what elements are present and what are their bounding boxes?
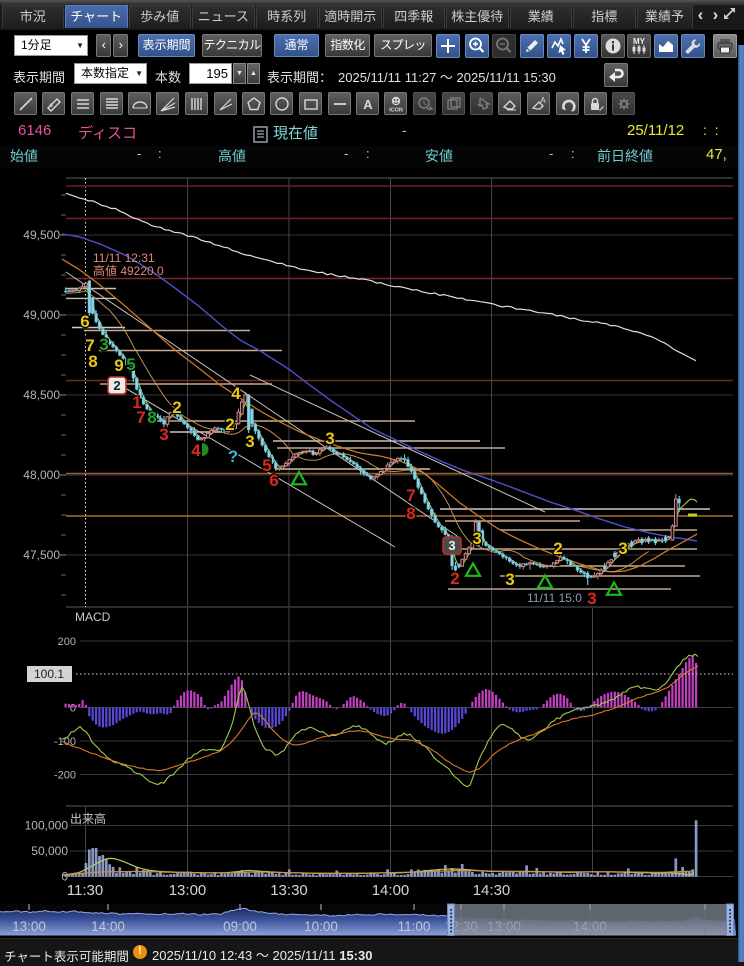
svg-text:13:00: 13:00 — [169, 882, 207, 899]
svg-text:8: 8 — [88, 352, 97, 371]
svg-text:?: ? — [228, 447, 238, 466]
svg-text:100,000: 100,000 — [25, 819, 69, 833]
svg-text:7: 7 — [406, 486, 415, 505]
svg-text:1: 1 — [132, 393, 141, 412]
svg-text:A: A — [363, 97, 373, 112]
svg-text:3: 3 — [618, 539, 627, 558]
svg-text:7: 7 — [136, 408, 145, 427]
svg-text:4: 4 — [191, 441, 201, 460]
svg-text:A: A — [540, 96, 546, 105]
svg-text:13:00: 13:00 — [487, 919, 521, 934]
svg-text:13:30: 13:30 — [270, 882, 308, 899]
svg-text:4: 4 — [231, 384, 241, 403]
svg-text:MY: MY — [633, 37, 646, 46]
svg-text:11:30: 11:30 — [67, 882, 103, 899]
svg-text:14:30: 14:30 — [473, 882, 511, 899]
svg-text:49,500: 49,500 — [23, 228, 60, 242]
svg-text:ICON: ICON — [389, 107, 403, 113]
svg-text:2: 2 — [553, 539, 562, 558]
svg-text:50,000: 50,000 — [31, 844, 68, 858]
svg-text:11/11 12:31: 11/11 12:31 — [93, 251, 155, 265]
svg-text:0: 0 — [70, 703, 76, 715]
svg-text:09:00: 09:00 — [223, 919, 257, 934]
svg-text:MACD: MACD — [75, 610, 111, 624]
svg-text:3: 3 — [505, 570, 514, 589]
svg-text:3: 3 — [159, 425, 168, 444]
svg-text:11/11 15:0: 11/11 15:0 — [527, 591, 582, 605]
svg-text:47,500: 47,500 — [23, 548, 60, 562]
svg-text:13:00: 13:00 — [12, 919, 46, 934]
svg-text:11:00: 11:00 — [398, 919, 431, 934]
svg-text:100.1: 100.1 — [34, 667, 64, 681]
svg-text:2: 2 — [172, 398, 181, 417]
svg-text:3: 3 — [472, 529, 481, 548]
svg-text:6: 6 — [80, 312, 89, 331]
svg-text:出来高: 出来高 — [70, 811, 106, 826]
svg-text:-200: -200 — [54, 770, 76, 782]
svg-text:3: 3 — [245, 432, 254, 451]
svg-text:3: 3 — [587, 589, 596, 608]
svg-text:9: 9 — [114, 356, 123, 375]
svg-text:48,500: 48,500 — [23, 388, 60, 402]
svg-text:2: 2 — [450, 569, 459, 588]
svg-text:14:00: 14:00 — [91, 919, 125, 934]
svg-text:49,000: 49,000 — [23, 308, 60, 322]
svg-text:3: 3 — [325, 429, 334, 448]
svg-text:200: 200 — [58, 636, 76, 648]
svg-text:2: 2 — [113, 378, 120, 393]
svg-text:3: 3 — [99, 335, 108, 354]
svg-text:14:00: 14:00 — [372, 882, 410, 899]
svg-text:14:00: 14:00 — [573, 919, 607, 934]
svg-text:7: 7 — [85, 336, 94, 355]
svg-text:高値 49220.0: 高値 49220.0 — [93, 263, 164, 278]
svg-text:10:00: 10:00 — [304, 919, 338, 934]
svg-text:5: 5 — [126, 355, 135, 374]
svg-text:8: 8 — [406, 504, 415, 523]
svg-text:48,000: 48,000 — [23, 468, 60, 482]
svg-text:8: 8 — [147, 408, 156, 427]
svg-text:3: 3 — [448, 538, 455, 553]
svg-text:5: 5 — [262, 456, 271, 475]
svg-text:6: 6 — [269, 471, 278, 490]
svg-text:2: 2 — [225, 415, 234, 434]
